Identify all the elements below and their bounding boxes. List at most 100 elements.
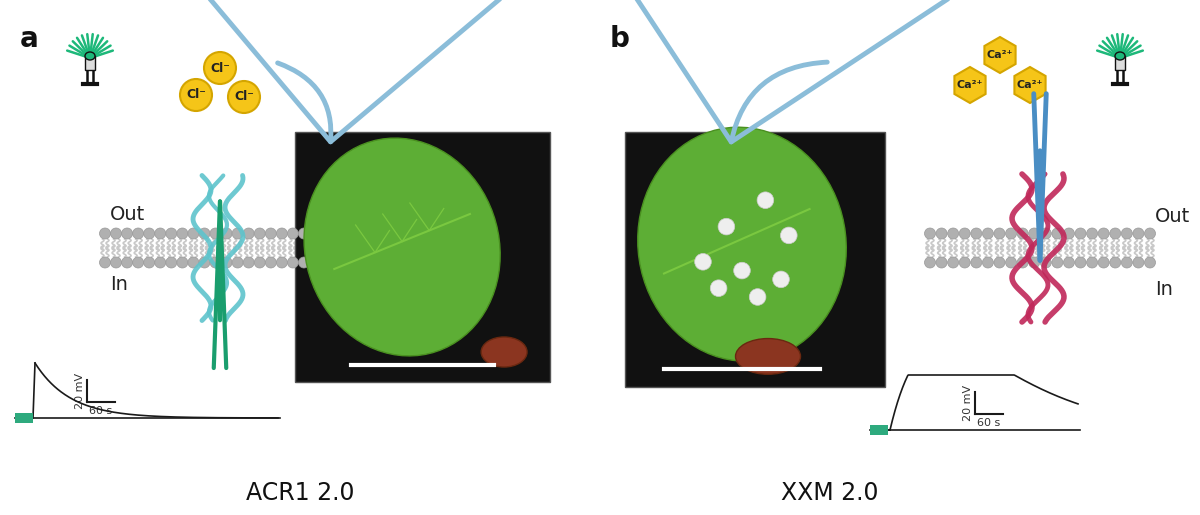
Ellipse shape xyxy=(736,338,800,374)
Circle shape xyxy=(166,228,176,239)
Circle shape xyxy=(276,257,287,268)
Text: Out: Out xyxy=(110,205,145,224)
Text: Ca²⁺: Ca²⁺ xyxy=(986,50,1013,60)
Polygon shape xyxy=(637,127,846,361)
Circle shape xyxy=(948,257,959,268)
Circle shape xyxy=(133,228,144,239)
Text: Ca²⁺: Ca²⁺ xyxy=(956,80,983,90)
Circle shape xyxy=(100,257,110,268)
Circle shape xyxy=(1121,257,1133,268)
Polygon shape xyxy=(304,138,500,356)
Circle shape xyxy=(287,257,299,268)
Text: 60 s: 60 s xyxy=(89,406,113,416)
Circle shape xyxy=(971,257,982,268)
Circle shape xyxy=(199,228,210,239)
Circle shape xyxy=(1145,228,1156,239)
Circle shape xyxy=(265,228,276,239)
Circle shape xyxy=(1075,228,1086,239)
Circle shape xyxy=(221,257,232,268)
Text: a: a xyxy=(20,25,38,53)
Circle shape xyxy=(1052,257,1063,268)
Circle shape xyxy=(232,257,244,268)
Circle shape xyxy=(936,228,947,239)
Circle shape xyxy=(310,228,320,239)
Circle shape xyxy=(1063,257,1074,268)
Text: XXM 2.0: XXM 2.0 xyxy=(781,481,878,505)
Circle shape xyxy=(299,228,310,239)
Circle shape xyxy=(1133,257,1144,268)
Circle shape xyxy=(749,289,766,305)
Circle shape xyxy=(155,257,166,268)
Circle shape xyxy=(299,257,310,268)
Circle shape xyxy=(100,228,110,239)
Circle shape xyxy=(1110,228,1121,239)
Circle shape xyxy=(959,228,971,239)
Polygon shape xyxy=(954,67,985,103)
Text: 20 mV: 20 mV xyxy=(74,373,85,409)
Circle shape xyxy=(983,257,994,268)
Circle shape xyxy=(1133,228,1144,239)
Circle shape xyxy=(1040,257,1051,268)
Circle shape xyxy=(1040,228,1051,239)
Text: ACR1 2.0: ACR1 2.0 xyxy=(246,481,354,505)
Circle shape xyxy=(188,257,199,268)
Circle shape xyxy=(221,228,232,239)
Circle shape xyxy=(1006,257,1016,268)
Circle shape xyxy=(121,228,133,239)
Circle shape xyxy=(166,257,176,268)
Circle shape xyxy=(695,253,712,270)
Circle shape xyxy=(1052,228,1063,239)
Text: 60 s: 60 s xyxy=(977,418,1001,428)
Circle shape xyxy=(1110,257,1121,268)
Circle shape xyxy=(1063,228,1074,239)
Circle shape xyxy=(994,257,1004,268)
Circle shape xyxy=(133,257,144,268)
Text: b: b xyxy=(610,25,630,53)
Circle shape xyxy=(924,257,936,268)
Circle shape xyxy=(994,228,1004,239)
Circle shape xyxy=(780,227,797,244)
Circle shape xyxy=(254,257,265,268)
Text: Cl⁻: Cl⁻ xyxy=(210,61,230,75)
Text: Cl⁻: Cl⁻ xyxy=(186,89,206,101)
Circle shape xyxy=(232,228,244,239)
Circle shape xyxy=(773,271,790,288)
Circle shape xyxy=(176,228,188,239)
Circle shape xyxy=(204,52,236,84)
Circle shape xyxy=(1028,228,1039,239)
Circle shape xyxy=(210,228,221,239)
Circle shape xyxy=(265,257,276,268)
Circle shape xyxy=(1018,257,1028,268)
Circle shape xyxy=(1018,228,1028,239)
FancyArrowPatch shape xyxy=(536,0,1026,142)
Circle shape xyxy=(1098,228,1109,239)
Polygon shape xyxy=(1014,67,1045,103)
Circle shape xyxy=(1145,257,1156,268)
Bar xyxy=(625,132,886,387)
Circle shape xyxy=(228,81,260,113)
FancyArrowPatch shape xyxy=(102,0,601,142)
Circle shape xyxy=(310,257,320,268)
Circle shape xyxy=(1028,257,1039,268)
Ellipse shape xyxy=(1115,52,1126,60)
Circle shape xyxy=(1098,257,1109,268)
Text: In: In xyxy=(110,275,128,294)
Circle shape xyxy=(948,228,959,239)
Text: 20 mV: 20 mV xyxy=(964,385,973,421)
Circle shape xyxy=(983,228,994,239)
Circle shape xyxy=(180,79,212,111)
Text: Out: Out xyxy=(1154,207,1190,226)
Circle shape xyxy=(936,257,947,268)
Polygon shape xyxy=(984,37,1015,73)
Text: In: In xyxy=(1154,280,1172,299)
Circle shape xyxy=(971,228,982,239)
Bar xyxy=(295,132,550,382)
Bar xyxy=(870,425,888,435)
Circle shape xyxy=(1087,257,1098,268)
Circle shape xyxy=(144,228,155,239)
Circle shape xyxy=(155,228,166,239)
Circle shape xyxy=(1087,228,1098,239)
Circle shape xyxy=(757,192,774,209)
Circle shape xyxy=(924,228,936,239)
Circle shape xyxy=(718,218,734,235)
